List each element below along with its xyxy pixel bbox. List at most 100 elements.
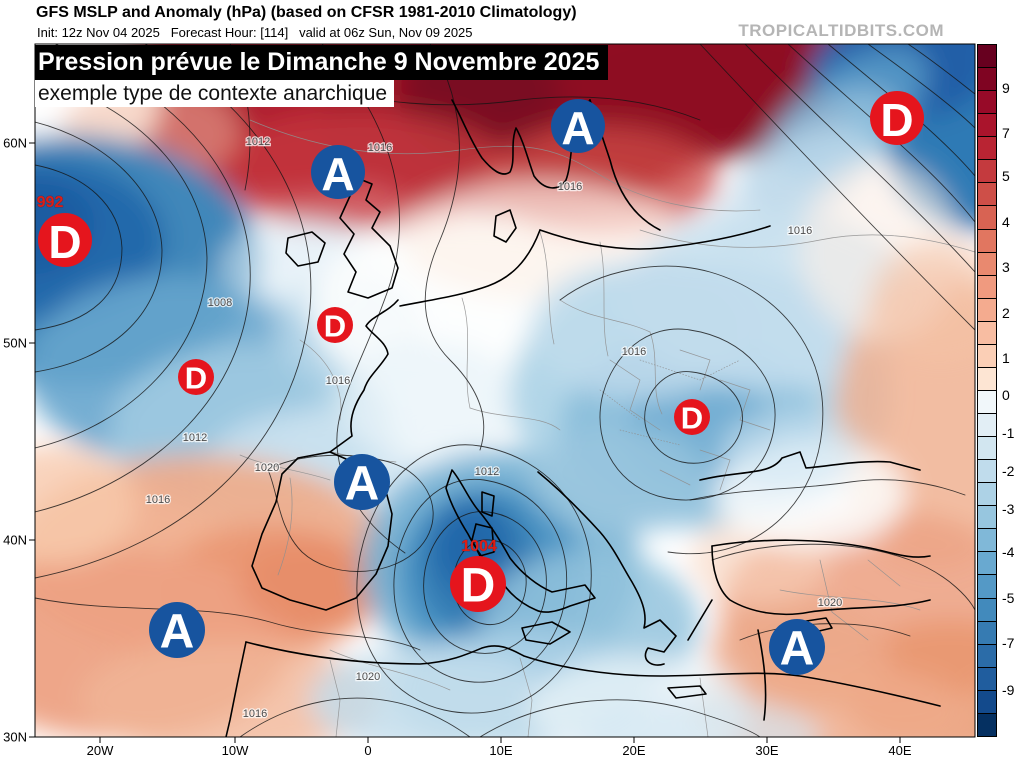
lon-label: 0: [364, 743, 371, 757]
pressure-value-label: 992: [37, 194, 64, 211]
colorbar-cell: [978, 206, 996, 230]
isobar-contours: [35, 44, 975, 737]
low-pressure-marker: D: [870, 91, 924, 146]
colorbar-tick-label: 4: [1002, 214, 1010, 231]
colorbar-cell: [978, 321, 996, 345]
low-pressure-marker: D: [317, 307, 353, 344]
contour-value-label: 1020: [255, 462, 279, 474]
pressure-letter: A: [561, 102, 594, 154]
colorbar-cell: [978, 298, 996, 322]
colorbar-cell: [978, 68, 996, 92]
colorbar-tick-label: -7: [1002, 634, 1015, 651]
colorbar-cell: [978, 552, 996, 576]
anticyclone-circle-icon: [311, 145, 365, 199]
pressure-letter: D: [324, 309, 346, 344]
colorbar-cell: [978, 367, 996, 391]
lon-label: 10E: [489, 743, 512, 757]
colorbar-cell: [978, 344, 996, 368]
colorbar-cell: [978, 529, 996, 553]
colorbar-cell: [978, 667, 996, 691]
contour-value-label: 1016: [558, 181, 582, 193]
pressure-letter: D: [185, 361, 207, 396]
lat-label: 40N: [3, 533, 27, 548]
colorbar-cell: [978, 414, 996, 438]
lon-label: 30E: [755, 743, 778, 757]
colorbar-tick-label: 5: [1002, 167, 1010, 184]
banner-sub: exemple type de contexte anarchique: [35, 80, 395, 107]
contour-value-label: 1008: [208, 297, 232, 309]
lat-label: 30N: [3, 730, 27, 745]
colorbar-cell: [978, 483, 996, 507]
chart-title: GFS MSLP and Anomaly (hPa) (based on CFS…: [36, 4, 577, 21]
pressure-value-label: 1004: [461, 538, 497, 555]
colorbar-cell: [978, 160, 996, 184]
colorbar-cell: [978, 506, 996, 530]
colorbar-cell: [978, 91, 996, 115]
colorbar-cell: [978, 390, 996, 414]
pressure-letter: D: [461, 559, 496, 612]
init-info: Init: 12z Nov 04 2025 Forecast Hour: [11…: [37, 25, 473, 40]
colorbar-cell: [978, 460, 996, 484]
colorbar-tick-label: 0: [1002, 387, 1010, 404]
colorbar-tick-label: -1: [1002, 424, 1015, 441]
depression-circle-icon: [317, 307, 353, 343]
colorbar-cell: [978, 437, 996, 461]
pressure-letter: D: [880, 94, 913, 146]
contour-value-label: 1016: [622, 346, 646, 358]
depression-circle-icon: [450, 556, 506, 612]
colorbar-tick-label: -2: [1002, 462, 1015, 479]
contour-value-label: 1020: [356, 671, 380, 683]
colorbar-cell: [978, 713, 996, 736]
colorbar-tick-label: 2: [1002, 304, 1010, 321]
contour-value-label: 1016: [243, 708, 267, 720]
contour-value-label: 1012: [475, 466, 499, 478]
low-pressure-marker: D 992: [36, 194, 92, 268]
contour-value-label: 1016: [368, 142, 392, 154]
colorbar-cell: [978, 644, 996, 668]
pressure-letter: D: [681, 401, 703, 436]
lon-label: 20W: [87, 743, 114, 757]
pressure-letter: D: [48, 216, 81, 268]
colorbar-tick-label: 3: [1002, 259, 1010, 276]
pressure-markers: D 992 A A D D D D A D 1004 A A: [36, 91, 924, 675]
colorbar-cell: [978, 137, 996, 161]
contour-value-label: 1016: [146, 494, 170, 506]
colorbar-cell: [978, 114, 996, 138]
depression-circle-icon: [674, 399, 710, 435]
colorbar-cell: [978, 45, 996, 69]
contour-labels: 1012 1016 1016 1016 1008 1016 1016 1012 1020 1012…: [145, 135, 844, 722]
colorbar-cell: [978, 229, 996, 253]
colorbar-tick-label: 9: [1002, 79, 1010, 96]
pressure-letter: A: [345, 457, 380, 510]
colorbar-cell: [978, 621, 996, 645]
anticyclone-circle-icon: [769, 619, 825, 675]
map-frame: [34, 43, 976, 738]
colorbar-cell: [978, 275, 996, 299]
high-pressure-marker: A: [149, 602, 205, 658]
colorbar-cell: [978, 252, 996, 276]
high-pressure-marker: A: [311, 145, 365, 200]
high-pressure-marker: A: [551, 99, 605, 154]
high-pressure-marker: A: [769, 619, 825, 675]
contour-value-label: 1016: [326, 375, 350, 387]
contour-value-label: 1020: [818, 597, 842, 609]
anticyclone-circle-icon: [334, 454, 390, 510]
pressure-letter: A: [780, 622, 815, 675]
colorbar-tick-label: -9: [1002, 681, 1015, 698]
coastlines: [225, 99, 941, 737]
low-pressure-marker: D 1004: [450, 538, 506, 612]
lon-label: 20E: [622, 743, 645, 757]
pressure-letter: A: [160, 605, 195, 658]
depression-circle-icon: [178, 359, 214, 395]
high-pressure-marker: A: [334, 454, 390, 510]
colorbar-tick-label: -3: [1002, 501, 1015, 517]
contour-value-label: 1012: [246, 136, 270, 148]
colorbar: [977, 44, 997, 737]
colorbar-cell: [978, 183, 996, 207]
anticyclone-circle-icon: [551, 99, 605, 153]
colorbar-tick-label: 7: [1002, 124, 1010, 141]
axis-labels: 60N 50N 40N 30N 20W 10W 0 10E 20E 30E 40E: [3, 136, 912, 757]
colorbar-tick-label: 1: [1002, 349, 1010, 366]
lon-label: 10W: [222, 743, 249, 757]
